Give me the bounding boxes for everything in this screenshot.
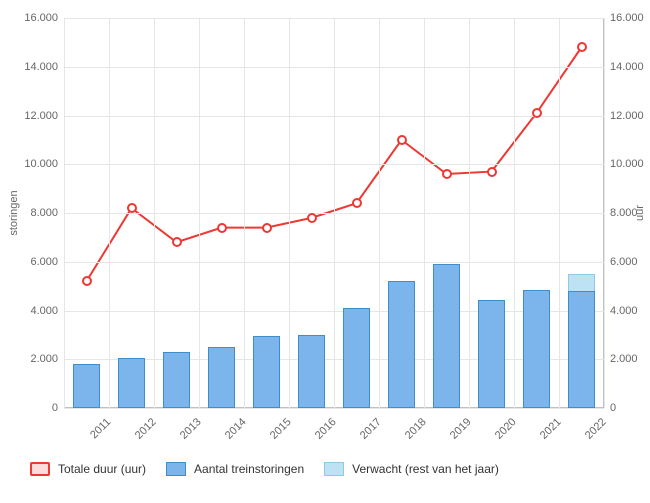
bar: [388, 281, 416, 408]
y-tick-label-left: 10.000: [24, 158, 64, 170]
line-marker: [307, 213, 317, 223]
y-tick-label-right: 16.000: [604, 12, 644, 24]
legend: Totale duur (uur) Aantal treinstoringen Ve…: [30, 462, 499, 476]
y-tick-label-right: 10.000: [604, 158, 644, 170]
y-tick-label-right: 4.000: [604, 305, 638, 317]
line-marker: [487, 167, 497, 177]
y-tick-label-right: 12.000: [604, 110, 644, 122]
chart-container: storingen uur 002.0002.0004.0004.0006.00…: [0, 0, 650, 503]
legend-swatch: [324, 462, 344, 476]
y-tick-label-left: 0: [52, 402, 64, 414]
grid-line-h: [64, 408, 604, 409]
y-tick-label-right: 8.000: [604, 207, 638, 219]
y-tick-label-right: 2.000: [604, 353, 638, 365]
bar: [433, 264, 461, 408]
bar: [343, 308, 371, 408]
grid-line-v: [154, 18, 155, 408]
grid-line-v: [199, 18, 200, 408]
x-tick-label: 2017: [357, 416, 383, 442]
grid-line-v: [64, 18, 65, 408]
legend-item: Aantal treinstoringen: [166, 462, 304, 476]
y-tick-label-right: 14.000: [604, 61, 644, 73]
line-marker: [532, 108, 542, 118]
bar: [568, 291, 596, 408]
legend-swatch: [166, 462, 186, 476]
legend-label: Aantal treinstoringen: [194, 462, 304, 476]
x-tick-label: 2020: [492, 416, 518, 442]
bar: [73, 364, 101, 408]
legend-swatch: [30, 462, 50, 476]
grid-line-v: [469, 18, 470, 408]
x-tick-label: 2018: [402, 416, 428, 442]
plot-area: 002.0002.0004.0004.0006.0006.0008.0008.0…: [64, 18, 604, 408]
y-tick-label-left: 6.000: [30, 256, 64, 268]
bar: [298, 335, 326, 408]
bar: [208, 347, 236, 408]
bar: [478, 300, 506, 408]
legend-item: Verwacht (rest van het jaar): [324, 462, 499, 476]
grid-line-v: [559, 18, 560, 408]
grid-line-v: [334, 18, 335, 408]
line-marker: [352, 198, 362, 208]
x-tick-label: 2021: [537, 416, 563, 442]
bar: [253, 336, 281, 408]
y-axis-title-left: storingen: [8, 190, 20, 235]
legend-label: Totale duur (uur): [58, 462, 146, 476]
y-tick-label-right: 6.000: [604, 256, 638, 268]
grid-line-v: [604, 18, 605, 408]
y-tick-label-left: 4.000: [30, 305, 64, 317]
line-marker: [127, 203, 137, 213]
grid-line-v: [244, 18, 245, 408]
x-tick-label: 2011: [88, 416, 113, 441]
x-tick-label: 2022: [582, 416, 608, 442]
line-marker: [442, 169, 452, 179]
x-tick-label: 2015: [267, 416, 293, 442]
x-tick-label: 2013: [177, 416, 203, 442]
line-marker: [82, 276, 92, 286]
legend-item: Totale duur (uur): [30, 462, 146, 476]
bar: [523, 290, 551, 408]
legend-label: Verwacht (rest van het jaar): [352, 462, 499, 476]
line-marker: [262, 223, 272, 233]
line-marker: [577, 42, 587, 52]
x-tick-label: 2019: [447, 416, 473, 442]
line-marker: [217, 223, 227, 233]
bar: [118, 358, 146, 408]
y-tick-label-left: 12.000: [24, 110, 64, 122]
grid-line-v: [109, 18, 110, 408]
x-tick-label: 2014: [222, 416, 248, 442]
y-tick-label-left: 2.000: [30, 353, 64, 365]
y-tick-label-left: 16.000: [24, 12, 64, 24]
bar: [163, 352, 191, 408]
y-tick-label-left: 8.000: [30, 207, 64, 219]
y-tick-label-left: 14.000: [24, 61, 64, 73]
grid-line-v: [514, 18, 515, 408]
line-marker: [172, 237, 182, 247]
x-tick-label: 2012: [132, 416, 158, 442]
grid-line-v: [424, 18, 425, 408]
y-tick-label-right: 0: [604, 402, 616, 414]
grid-line-v: [379, 18, 380, 408]
line-marker: [397, 135, 407, 145]
grid-line-v: [289, 18, 290, 408]
x-tick-label: 2016: [312, 416, 338, 442]
